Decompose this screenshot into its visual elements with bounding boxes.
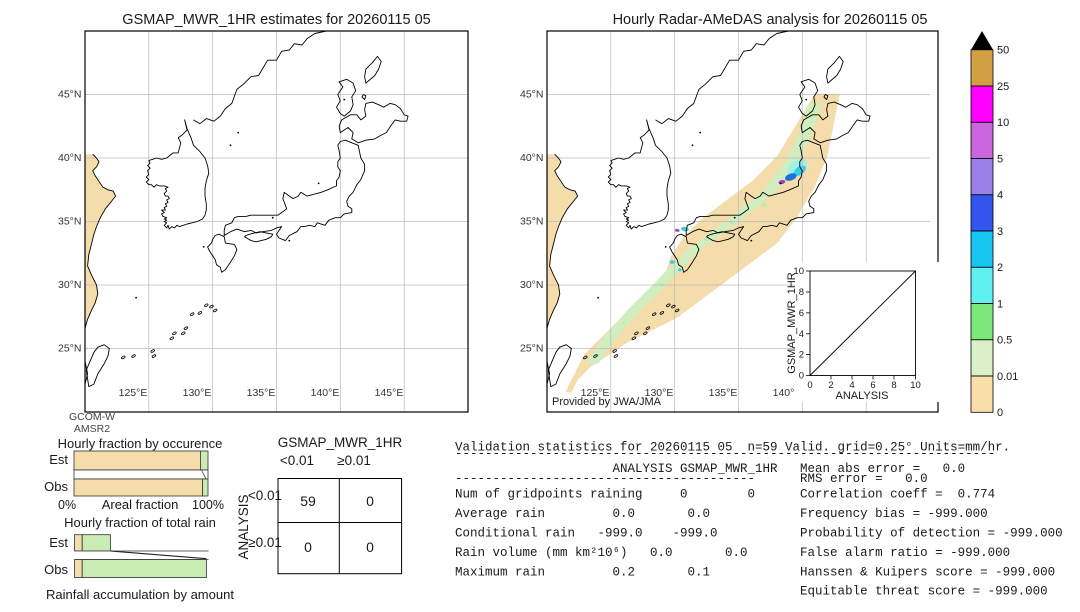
svg-text:Num of gridpoints raining: Num of gridpoints raining 0 0 Correlatio…: [455, 488, 995, 502]
svg-text:Maximum rain 0.2: Maximum rain 0.2 0.1 Hanssen & Kuipers s…: [455, 565, 1055, 579]
svg-text:Rain volume (mm km²10⁶) 0.0: Rain volume (mm km²10⁶) 0.0 0.0 False al…: [455, 546, 1010, 560]
svg-text:Average rain 0.0: Average rain 0.0 0.0 Frequency bias = -9…: [455, 507, 988, 521]
svg-text:------------------------------: ----------------------------------------…: [455, 447, 995, 461]
svg-text:------------------------------: ----------------------------------------…: [455, 472, 928, 486]
svg-text:Equitable threat score = -999.: Equitable threat score = -999.000: [455, 585, 1048, 599]
svg-text:Conditional rain -999.0 -: Conditional rain -999.0 -999.0 Probabili…: [455, 527, 1063, 541]
